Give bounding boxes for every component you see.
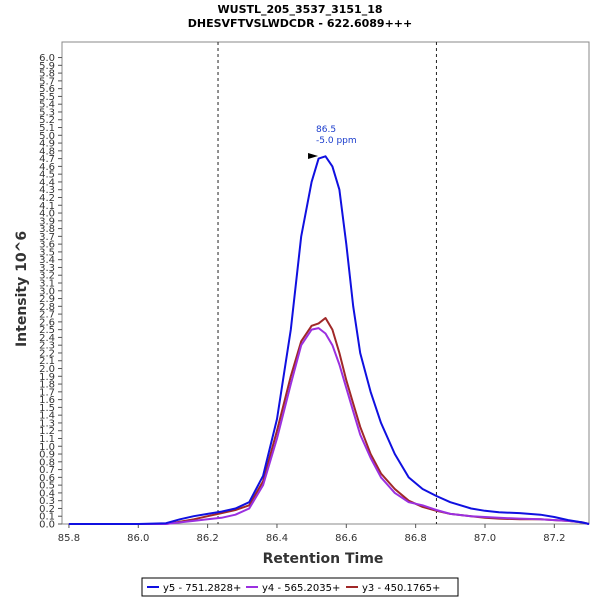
- plot-area: 0.00.10.20.30.40.50.60.70.80.91.01.11.21…: [39, 41, 590, 544]
- y-tick-label: 3.3: [39, 263, 55, 274]
- x-tick-label: 86.0: [127, 533, 149, 544]
- y-tick-label: 4.4: [39, 177, 55, 188]
- y-tick-label: 4.6: [39, 162, 55, 173]
- y-tick-label: 3.9: [39, 216, 55, 227]
- y-tick-label: 4.8: [39, 146, 55, 157]
- y-tick-label: 5.7: [39, 76, 55, 87]
- y-tick-label: 0.0: [39, 520, 55, 531]
- chart-title: WUSTL_205_3537_3151_18: [218, 3, 383, 16]
- y-tick-label: 1.7: [39, 387, 55, 398]
- y-tick-label: 3.6: [39, 240, 55, 251]
- y-tick-label: 0.3: [39, 496, 55, 507]
- y-tick-label: 1.9: [39, 372, 55, 383]
- y-tick-label: 1.0: [39, 442, 55, 453]
- peak-ppm-label: -5.0 ppm: [316, 136, 357, 146]
- y-tick-label: 2.0: [39, 364, 55, 375]
- legend: y5 - 751.2828+ y4 - 565.2035+ y3 - 450.176…: [141, 577, 459, 597]
- y-tick-label: 5.9: [39, 61, 55, 72]
- y-tick-label: 5.4: [39, 100, 55, 111]
- y-tick-label: 2.4: [39, 333, 55, 344]
- y-tick-label: 1.5: [39, 403, 55, 414]
- y-tick-label: 0.5: [39, 481, 55, 492]
- legend-box: [141, 577, 459, 597]
- legend-label: y4 - 565.2035+: [262, 583, 340, 594]
- y-tick-label: 5.1: [39, 123, 55, 134]
- x-tick-label: 86.4: [266, 533, 288, 544]
- peak-arrow-marker: [308, 153, 319, 160]
- y-tick-label: 0.9: [39, 450, 55, 461]
- y-tick-label: 2.9: [39, 294, 55, 305]
- y-tick-label: 5.3: [39, 107, 55, 118]
- y-tick-label: 5.0: [39, 131, 55, 142]
- x-tick-label: 85.8: [58, 533, 80, 544]
- y-tick-label: 5.8: [39, 69, 55, 80]
- y-tick-label: 1.1: [39, 434, 55, 445]
- y-tick-label: 2.1: [39, 356, 55, 367]
- y-tick-label: 5.2: [39, 115, 55, 126]
- y-tick-label: 2.3: [39, 341, 55, 352]
- x-tick-label: 86.8: [405, 533, 427, 544]
- peak-rt-label: 86.5: [316, 125, 336, 135]
- x-tick-label: 86.2: [196, 533, 218, 544]
- y-tick-label: 1.2: [39, 426, 55, 437]
- y-tick-label: 3.1: [39, 279, 55, 290]
- y-tick-label: 6.0: [39, 53, 55, 64]
- series-line: [68, 155, 590, 525]
- y-tick-label: 4.2: [39, 193, 55, 204]
- y-axis-title: Intensity 10^6: [14, 231, 30, 347]
- y-tick-label: 0.8: [39, 457, 55, 468]
- y-tick-label: 2.7: [39, 310, 55, 321]
- chart-subtitle: DHESVFTVSLWDCDR - 622.6089+++: [188, 17, 412, 30]
- y-tick-label: 3.0: [39, 286, 55, 297]
- y-tick-label: 0.2: [39, 504, 55, 515]
- y-tick-label: 3.7: [39, 232, 55, 243]
- x-tick-label: 87.2: [543, 533, 565, 544]
- y-tick-label: 3.2: [39, 271, 55, 282]
- y-tick-label: 4.5: [39, 170, 55, 181]
- x-axis-title: Retention Time: [263, 551, 384, 567]
- y-tick-label: 4.0: [39, 209, 55, 220]
- y-tick-label: 3.4: [39, 255, 55, 266]
- y-tick-label: 2.6: [39, 317, 55, 328]
- y-tick-label: 4.1: [39, 201, 55, 212]
- y-tick-label: 1.6: [39, 395, 55, 406]
- y-tick-label: 3.5: [39, 247, 55, 258]
- y-tick-label: 1.8: [39, 380, 55, 391]
- y-tick-label: 1.3: [39, 418, 55, 429]
- legend-label: y3 - 450.1765+: [362, 583, 440, 594]
- series-line: [68, 327, 590, 525]
- x-tick-label: 86.6: [335, 533, 357, 544]
- y-tick-label: 4.9: [39, 139, 55, 150]
- y-tick-label: 1.4: [39, 411, 55, 422]
- y-tick-label: 0.7: [39, 465, 55, 476]
- y-tick-label: 5.5: [39, 92, 55, 103]
- y-tick-label: 2.2: [39, 348, 55, 359]
- y-tick-label: 0.4: [39, 488, 55, 499]
- y-tick-label: 5.6: [39, 84, 55, 95]
- y-tick-label: 4.7: [39, 154, 55, 165]
- legend-label: y5 - 751.2828+: [163, 583, 241, 594]
- y-tick-label: 2.8: [39, 302, 55, 313]
- y-tick-label: 4.3: [39, 185, 55, 196]
- y-tick-label: 2.5: [39, 325, 55, 336]
- x-tick-label: 87.0: [474, 533, 496, 544]
- y-tick-label: 0.6: [39, 473, 55, 484]
- y-tick-label: 0.1: [39, 512, 55, 523]
- y-tick-label: 3.8: [39, 224, 55, 235]
